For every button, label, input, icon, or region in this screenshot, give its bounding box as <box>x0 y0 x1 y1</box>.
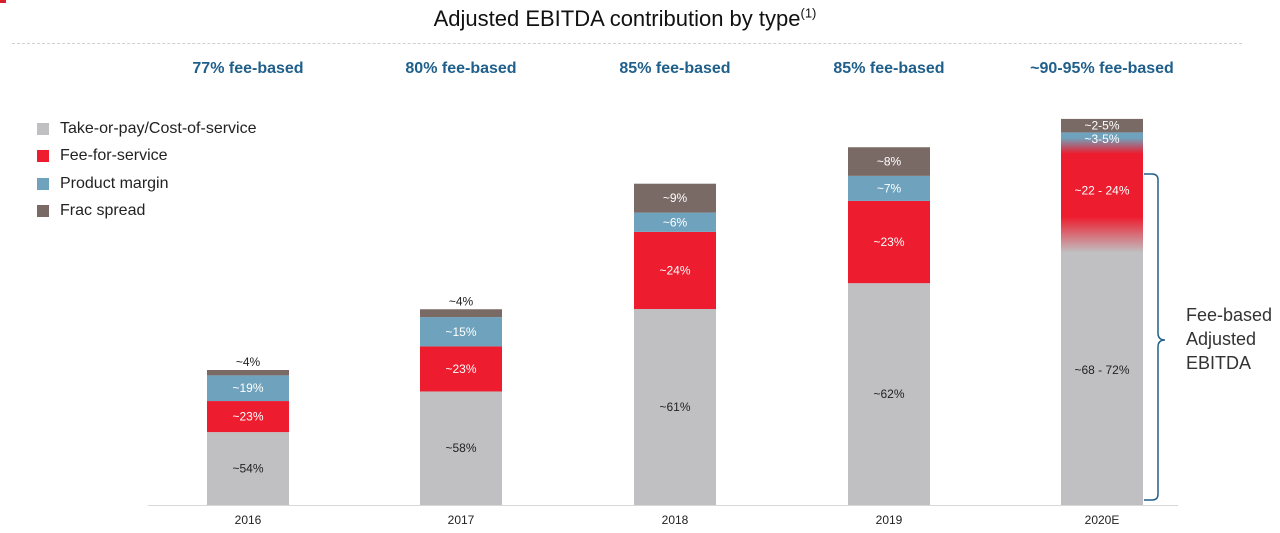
bar-segments <box>207 118 1143 506</box>
bar-product-margin-2018 <box>634 212 716 232</box>
bar-frac-spread-2020e <box>1061 118 1143 133</box>
segment-label-product-margin-2018: ~6% <box>663 215 688 229</box>
legend-swatch-take-or-pay <box>37 122 49 135</box>
segment-label-frac-spread-2020e: ~2-5% <box>1084 119 1119 133</box>
legend-swatch-product-margin <box>37 177 49 190</box>
x-tick-2017: 2017 <box>448 513 475 527</box>
segment-label-product-margin-2017: ~15% <box>445 325 476 339</box>
bar-frac-spread-2016 <box>207 370 289 376</box>
bar-take-or-pay-2019 <box>848 283 930 505</box>
segment-label-frac-spread-2019: ~8% <box>877 155 902 169</box>
fee-based-label-2018: 85% fee-based <box>619 60 731 77</box>
bar-fee-for-service-2016 <box>207 401 289 433</box>
bar-fee-for-service-2019 <box>848 200 930 284</box>
title-divider <box>12 43 1242 44</box>
legend-label-product-margin: Product margin <box>60 174 169 192</box>
x-tick-2016: 2016 <box>235 513 262 527</box>
segment-label-take-or-pay-2019: ~62% <box>873 387 904 401</box>
segment-label-product-margin-2016: ~19% <box>232 381 263 395</box>
segment-label-fee-for-service-2016: ~23% <box>232 410 263 424</box>
title-footnote: (1) <box>800 5 817 21</box>
blend-take-or-pay-fee-for-service <box>1061 216 1143 253</box>
blend-fee-for-service-product-margin <box>1061 137 1143 154</box>
segment-label-fee-for-service-2017: ~23% <box>445 362 476 376</box>
legend-swatch-fee-for-service <box>37 150 49 163</box>
bar-fee-for-service-2017 <box>420 346 502 392</box>
legend-label-take-or-pay: Take-or-pay/Cost-of-service <box>60 119 257 137</box>
segment-label-take-or-pay-2018: ~61% <box>659 400 690 414</box>
bar-product-margin-2016 <box>207 375 289 402</box>
x-tick-2018: 2018 <box>662 513 689 527</box>
bar-product-margin-2017 <box>420 317 502 347</box>
legend: Take-or-pay/Cost-of-service Fee-for-serv… <box>37 115 257 225</box>
legend-item-fee-for-service: Fee-for-service <box>37 143 257 171</box>
segment-label-product-margin-2019: ~7% <box>877 181 902 195</box>
fee-based-label-2017: 80% fee-based <box>405 60 517 77</box>
legend-swatch-frac-spread <box>37 205 49 218</box>
bar-take-or-pay-2018 <box>634 309 716 505</box>
brace-annotation-line-3: EBITDA <box>1186 353 1252 373</box>
x-axis-tick-labels: 2016 2017 2018 2019 2020E <box>235 513 1120 527</box>
brace-annotation: Fee-based Adjusted EBITDA <box>1186 303 1272 375</box>
segment-label-product-margin-2020e: ~3-5% <box>1084 132 1119 146</box>
bar-take-or-pay-2020e <box>1061 234 1143 506</box>
x-tick-2020e: 2020E <box>1085 513 1120 527</box>
segment-label-frac-spread-2016: ~4% <box>236 355 261 369</box>
segment-label-frac-spread-2017: ~4% <box>449 294 474 308</box>
legend-label-frac-spread: Frac spread <box>60 202 146 220</box>
bar-frac-spread-2017 <box>420 309 502 318</box>
legend-item-take-or-pay: Take-or-pay/Cost-of-service <box>37 115 257 143</box>
segment-label-fee-for-service-2020e: ~22 - 24% <box>1074 183 1129 197</box>
segment-label-fee-for-service-2018: ~24% <box>659 263 690 277</box>
segment-label-frac-spread-2018: ~9% <box>663 191 688 205</box>
segment-label-take-or-pay-2020e: ~68 - 72% <box>1074 363 1129 377</box>
uncertainty-blends <box>1061 137 1143 253</box>
segment-label-take-or-pay-2016: ~54% <box>232 462 263 476</box>
legend-item-product-margin: Product margin <box>37 170 257 198</box>
brace-annotation-line-2: Adjusted <box>1186 329 1257 349</box>
chart-title: Adjusted EBITDA contribution by type(1) <box>0 6 1250 32</box>
bar-take-or-pay-2016 <box>207 432 289 505</box>
legend-item-frac-spread: Frac spread <box>37 198 257 226</box>
fee-based-label-2020e: ~90-95% fee-based <box>1030 60 1174 77</box>
bar-take-or-pay-2017 <box>420 391 502 505</box>
x-tick-2019: 2019 <box>876 513 903 527</box>
legend-label-fee-for-service: Fee-for-service <box>60 147 168 165</box>
bar-fee-for-service-2018 <box>634 231 716 310</box>
fee-based-label-2016: 77% fee-based <box>192 60 304 77</box>
bar-product-margin-2019 <box>848 175 930 201</box>
segment-labels: ~54% ~23% ~19% ~4% ~58% ~23% ~15% ~4% ~61% ~24% ~6… <box>232 119 1129 476</box>
bar-frac-spread-2019 <box>848 147 930 176</box>
corner-accent <box>0 0 6 3</box>
fee-based-brace <box>1144 173 1166 501</box>
bar-frac-spread-2018 <box>634 183 716 213</box>
fee-based-label-2019: 85% fee-based <box>833 60 945 77</box>
brace-annotation-line-1: Fee-based <box>1186 305 1273 325</box>
segment-label-take-or-pay-2017: ~58% <box>445 441 476 455</box>
chart-title-text: Adjusted EBITDA contribution by type <box>433 6 801 31</box>
segment-label-fee-for-service-2019: ~23% <box>873 235 904 249</box>
